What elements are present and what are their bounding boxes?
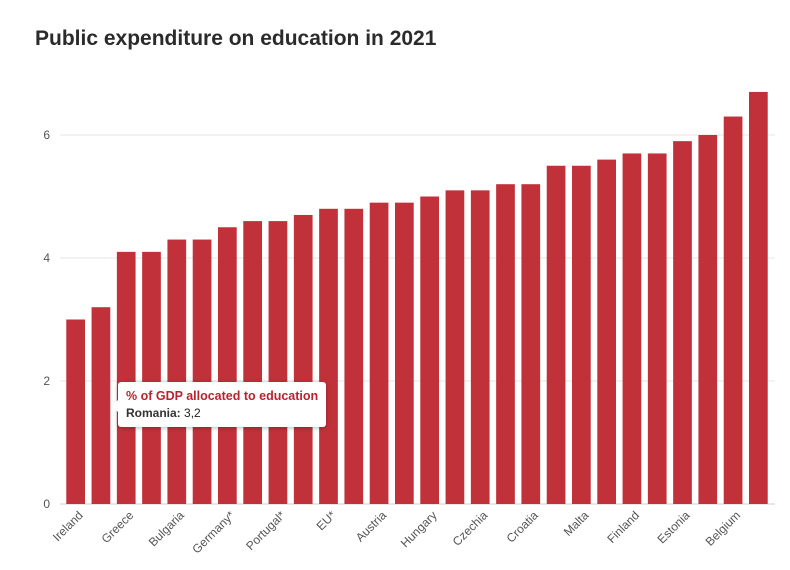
bar[interactable] [243,221,262,504]
bar[interactable] [546,165,566,504]
bar[interactable] [749,91,768,504]
x-tick-label: EU* [314,508,339,533]
x-tick-label: Austria [353,508,390,545]
bar[interactable] [116,251,136,504]
x-tick-label: Malta [561,508,592,539]
tooltip-country: Romania: [126,406,181,420]
bar[interactable] [142,251,161,504]
bar[interactable] [91,307,111,504]
bar[interactable] [268,221,288,504]
bar[interactable] [192,239,212,505]
x-tick-label: Belgium [703,508,744,549]
bar[interactable] [420,196,439,505]
bar[interactable] [218,227,237,504]
bar[interactable] [344,208,364,505]
x-tick-label: Hungary [398,508,440,550]
x-axis-ticks: Ireland Greece Bulgaria Germany* Portugal* EU… [50,508,743,556]
y-tick-label: 2 [43,374,50,388]
bar[interactable] [369,202,389,504]
bar[interactable] [647,153,667,504]
bar[interactable] [319,208,338,505]
bar[interactable] [496,184,515,504]
bar[interactable] [597,159,616,504]
bar[interactable] [521,184,541,504]
x-tick-label: Finland [604,508,642,546]
x-tick-label: Croatia [504,508,541,545]
y-tick-label: 0 [43,497,50,511]
bar[interactable] [572,165,591,504]
bars[interactable] [66,91,768,505]
x-tick-label: Greece [99,508,137,546]
tooltip-title: % of GDP allocated to education [126,389,319,403]
bar[interactable] [395,202,414,504]
x-tick-label: Portugal* [243,508,288,553]
bar[interactable] [470,190,490,504]
y-axis-ticks: 0 2 4 6 [43,128,50,511]
bar[interactable] [66,319,85,505]
bar[interactable] [445,190,465,504]
bar[interactable] [723,116,743,505]
gridlines [60,134,775,505]
bar[interactable] [167,239,187,505]
x-tick-label: Czechia [450,508,491,549]
x-tick-label: Bulgaria [146,508,187,549]
y-tick-label: 4 [43,251,50,265]
x-tick-label: Germany* [189,508,237,556]
tooltip-row: Romania: 3,2 [126,406,318,420]
bar[interactable] [622,153,642,504]
x-tick-label: Ireland [50,508,86,544]
x-tick-label: Estonia [654,508,692,546]
chart-title: Public expenditure on education in 2021 [35,27,437,50]
bar-tooltip: % of GDP allocated to education Romania:… [111,382,327,427]
bar[interactable] [698,135,718,504]
tooltip-value: 3,2 [184,406,201,420]
bar[interactable] [293,214,313,504]
bar[interactable] [673,141,692,504]
y-tick-label: 6 [43,128,50,142]
